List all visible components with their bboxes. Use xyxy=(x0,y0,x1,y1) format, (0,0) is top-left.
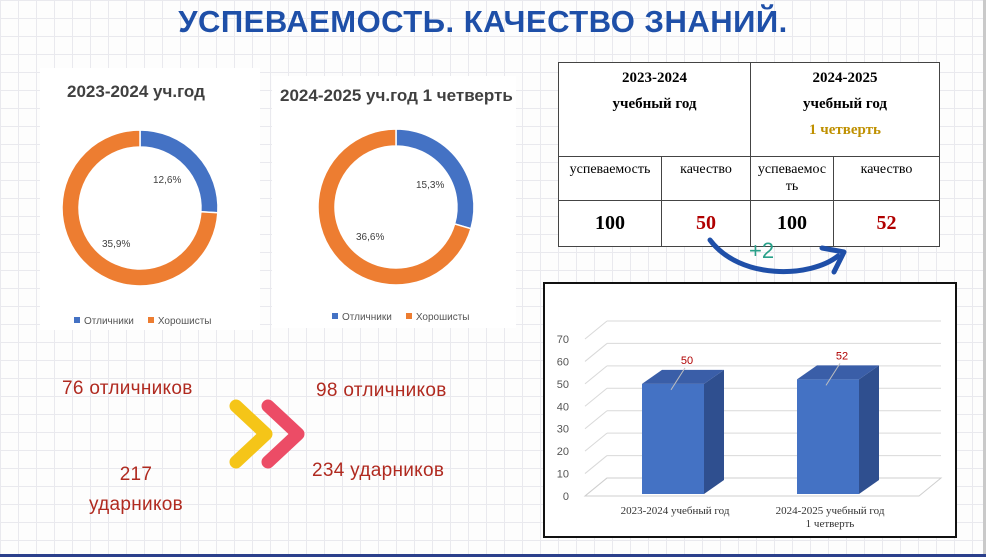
count-left-good: 217 ударников xyxy=(80,460,192,520)
y-tick-label: 30 xyxy=(557,424,569,436)
frame-bottom-bar xyxy=(0,554,986,557)
bar-top-2 xyxy=(797,365,879,380)
count-right-excellent: 98 отличников xyxy=(316,380,447,401)
bar-front-1 xyxy=(642,383,704,494)
gridline-depth xyxy=(584,455,608,474)
donut-left-legend: Отличники Хорошисты xyxy=(74,316,211,327)
gridline-depth xyxy=(584,387,608,407)
slide-title: УСПЕВАЕМОСТЬ. КАЧЕСТВО ЗНАНИЙ. xyxy=(178,4,788,39)
donut-left-slice-good xyxy=(61,129,219,287)
y-tick-label: 70 xyxy=(557,334,569,346)
bar-chart: 0 10 20 30 40 50 60 70 50 2023-2024 учебный год 52… xyxy=(557,320,943,530)
legend-item-good: Хорошисты xyxy=(405,312,469,323)
x-category-label: 1 четверть xyxy=(806,518,855,530)
donut-panel-right xyxy=(272,76,516,328)
table-value-performance-2023: 100 xyxy=(558,200,662,247)
y-tick-label: 50 xyxy=(557,379,569,391)
donut-right-slice-good xyxy=(317,128,472,286)
table-header-2023: 2023-2024 учебный год xyxy=(558,62,751,157)
donut-right-title: 2024-2025 уч.год 1 четверть xyxy=(280,86,513,105)
curved-arrow-icon xyxy=(707,237,847,275)
legend-item-good: Хорошисты xyxy=(147,316,211,327)
donut-left-slice-excellent xyxy=(139,129,219,214)
count-left-good-word: ударников xyxy=(88,494,184,515)
bar-data-label-2: 52 xyxy=(836,350,848,362)
count-left-good-number: 217 xyxy=(119,464,153,485)
double-chevron-icon xyxy=(229,399,305,469)
table-value-quality-2023: 50 xyxy=(661,200,751,247)
donut-left-data-label-good: 35,9% xyxy=(102,239,130,250)
donut-right-slice-excellent xyxy=(395,128,475,230)
x-category-label: 2024-2025 учебный год xyxy=(776,505,885,517)
donut-left-data-label-excellent: 12,6% xyxy=(153,175,181,186)
legend-item-excellent: Отличники xyxy=(332,312,392,323)
gridline-depth xyxy=(584,343,608,362)
frame-right-edge xyxy=(983,0,986,557)
donut-right-data-label-good: 36,6% xyxy=(356,232,384,243)
data-label-leader xyxy=(670,367,686,391)
table-col-quality-2023: качество xyxy=(661,156,751,201)
y-tick-label: 20 xyxy=(557,446,569,458)
bar-side-2 xyxy=(859,365,879,494)
bar-top-1 xyxy=(642,369,724,384)
gridline-depth xyxy=(584,365,608,385)
table-value-quality-2024: 52 xyxy=(833,200,940,247)
donut-left-title: 2023-2024 уч.год xyxy=(67,82,205,101)
table-col-quality-2024: качество xyxy=(833,156,940,201)
stats-table: 2023-2024 учебный год 2024-2025 учебный … xyxy=(558,62,940,247)
bar-chart-frame: 0 10 20 30 40 50 60 70 50 2023-2024 учебный год 52… xyxy=(543,282,957,538)
y-tick-label: 60 xyxy=(557,356,569,368)
count-right-good: 234 ударников xyxy=(312,460,445,481)
table-value-performance-2024: 100 xyxy=(750,200,834,247)
legend-item-excellent: Отличники xyxy=(74,316,134,327)
donut-right-legend: Отличники Хорошисты xyxy=(332,312,469,323)
table-col-performance-2024: успеваемос ть xyxy=(750,156,834,201)
bar-data-label-1: 50 xyxy=(681,355,693,367)
gridline-depth xyxy=(584,320,608,340)
donut-right-data-label-excellent: 15,3% xyxy=(416,180,444,191)
bar-front-2 xyxy=(797,379,859,494)
gridline-depth xyxy=(584,410,608,430)
y-tick-label: 0 xyxy=(563,491,569,503)
data-label-leader xyxy=(825,363,841,386)
bar-side-1 xyxy=(704,369,724,494)
donut-chart-right: 15,3% 36,6% xyxy=(317,128,475,286)
count-left-excellent: 76 отличников xyxy=(62,378,193,399)
x-category-label: 2023-2024 учебный год xyxy=(621,505,730,517)
difference-label: +2 xyxy=(749,238,775,263)
table-col-performance-2023: успеваемость xyxy=(558,156,662,201)
y-tick-label: 40 xyxy=(557,401,569,413)
donut-chart-left: 12,6% 35,9% xyxy=(61,129,219,287)
y-tick-label: 10 xyxy=(557,469,569,481)
chart-floor xyxy=(583,477,943,497)
gridline-depth xyxy=(584,432,608,452)
table-header-2024: 2024-2025 учебный год 1 четверть xyxy=(750,62,940,157)
